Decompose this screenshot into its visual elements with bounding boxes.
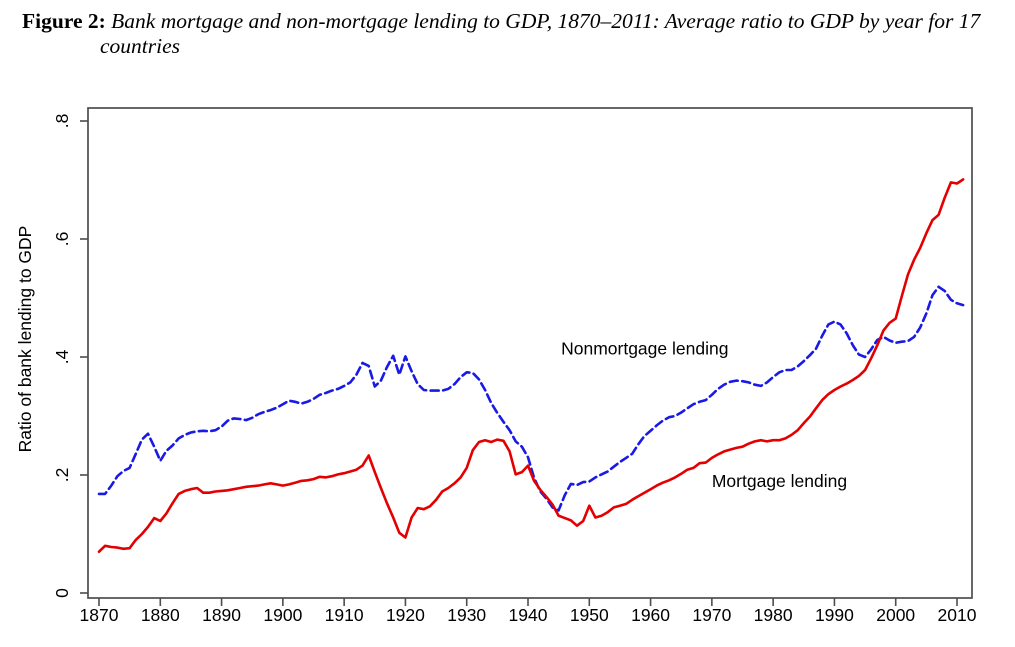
x-tick-label: 2010 xyxy=(938,605,977,625)
series-label: Nonmortgage lending xyxy=(561,339,728,359)
x-tick-label: 1930 xyxy=(447,605,486,625)
x-tick-label: 1950 xyxy=(570,605,609,625)
y-tick-label: .8 xyxy=(52,114,72,129)
figure-caption-text: Bank mortgage and non-mortgage lending t… xyxy=(100,9,981,58)
y-axis-title: Ratio of bank lending to GDP xyxy=(15,226,35,453)
figure-caption: Figure 2: Bank mortgage and non-mortgage… xyxy=(22,9,1015,59)
series-line-mortgage xyxy=(97,178,965,553)
y-tick-label: 0 xyxy=(52,588,72,598)
y-tick-label: .2 xyxy=(52,468,72,483)
series-line-nonmortgage xyxy=(97,285,965,512)
x-tick-label: 1980 xyxy=(754,605,793,625)
x-tick-label: 1960 xyxy=(631,605,670,625)
y-tick-label: .4 xyxy=(52,349,72,364)
x-tick-label: 1870 xyxy=(80,605,119,625)
figure-number-label: Figure 2: xyxy=(22,9,106,33)
x-tick-label: 1990 xyxy=(815,605,854,625)
x-tick-label: 1890 xyxy=(202,605,241,625)
x-tick-label: 1970 xyxy=(692,605,731,625)
x-tick-label: 1920 xyxy=(386,605,425,625)
x-tick-label: 1900 xyxy=(263,605,302,625)
x-tick-label: 1940 xyxy=(509,605,548,625)
y-tick-label: .6 xyxy=(52,232,72,247)
x-tick-label: 1910 xyxy=(325,605,364,625)
plot-border xyxy=(87,107,973,599)
series-label: Mortgage lending xyxy=(712,471,847,491)
x-tick-label: 2000 xyxy=(876,605,915,625)
x-tick-label: 1880 xyxy=(141,605,180,625)
